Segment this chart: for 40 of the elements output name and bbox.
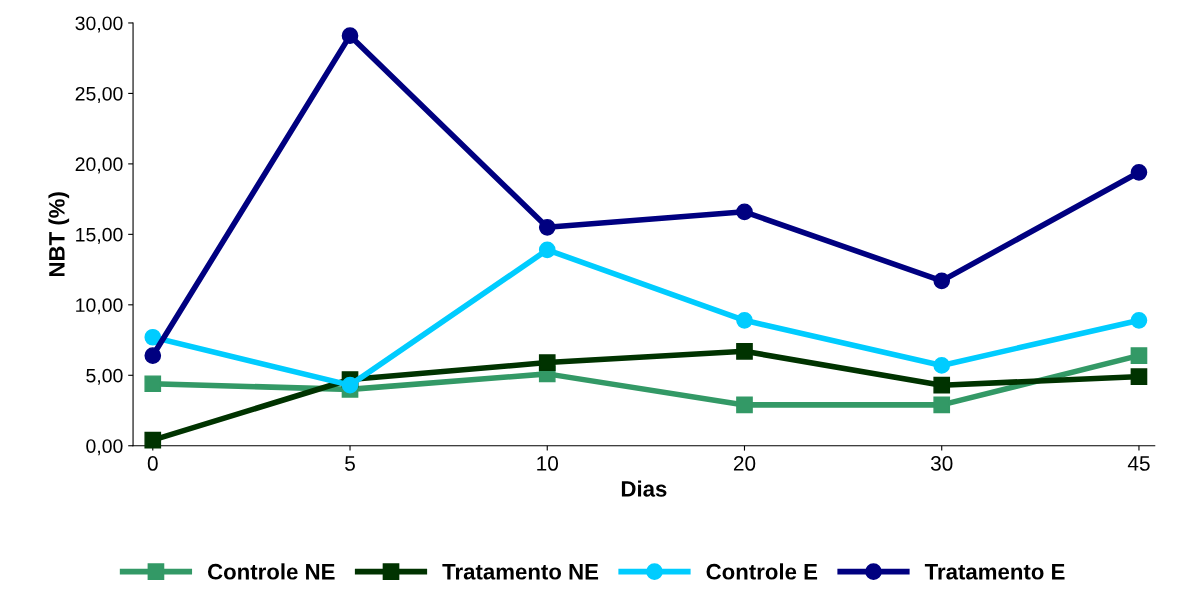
y-tick-label: 25,00 bbox=[75, 86, 123, 103]
point bbox=[144, 347, 162, 364]
point bbox=[736, 396, 753, 414]
legend-label: Controle E bbox=[706, 563, 818, 580]
x-tick-label: 0 bbox=[147, 456, 158, 471]
point bbox=[933, 396, 951, 414]
y-tick-label: 30,00 bbox=[75, 16, 123, 33]
point bbox=[736, 311, 753, 329]
legend-label: Controle NE bbox=[207, 563, 335, 580]
point bbox=[736, 342, 753, 360]
legend-label: Tratamento E bbox=[924, 564, 1065, 580]
point bbox=[341, 27, 359, 44]
y-tick-label: 0,00 bbox=[86, 439, 123, 456]
point bbox=[341, 376, 359, 394]
x-tick-label: 30 bbox=[930, 456, 953, 471]
point bbox=[933, 376, 951, 394]
point bbox=[538, 241, 556, 259]
y-tick-label: 5,00 bbox=[86, 368, 123, 385]
point bbox=[933, 272, 951, 290]
y-tick-label: 15,00 bbox=[76, 227, 123, 244]
point bbox=[144, 328, 162, 346]
point bbox=[1130, 164, 1148, 181]
point bbox=[1130, 368, 1148, 386]
point bbox=[144, 431, 162, 449]
point bbox=[736, 203, 753, 221]
x-axis-title: Dias bbox=[621, 480, 667, 497]
y-axis-title: NBT (%) bbox=[48, 192, 70, 277]
x-tick-label: 45 bbox=[1127, 456, 1150, 471]
y-tick-label: 20,00 bbox=[75, 157, 123, 174]
y-tick-label: 10,00 bbox=[76, 298, 123, 315]
point bbox=[538, 354, 556, 371]
x-tick-label: 20 bbox=[733, 456, 756, 471]
point bbox=[1130, 311, 1148, 329]
point bbox=[144, 375, 162, 393]
point bbox=[933, 357, 951, 374]
point bbox=[1130, 347, 1148, 364]
x-tick-label: 10 bbox=[537, 456, 559, 471]
legend-label: Tratamento NE bbox=[442, 564, 599, 580]
point bbox=[538, 218, 556, 236]
x-tick-label: 5 bbox=[345, 456, 355, 471]
